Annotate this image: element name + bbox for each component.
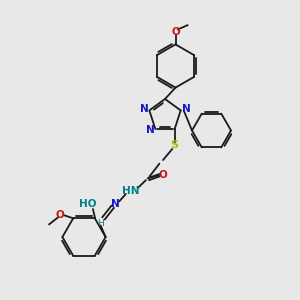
Text: O: O bbox=[56, 210, 64, 220]
Text: N: N bbox=[182, 104, 190, 114]
Text: N: N bbox=[146, 125, 154, 135]
Text: HN: HN bbox=[122, 186, 140, 196]
Text: S: S bbox=[171, 140, 179, 150]
Text: HO: HO bbox=[79, 199, 97, 209]
Text: H: H bbox=[97, 219, 104, 228]
Text: O: O bbox=[158, 170, 167, 180]
Text: O: O bbox=[171, 27, 180, 37]
Text: N: N bbox=[140, 104, 148, 114]
Text: N: N bbox=[111, 200, 120, 209]
